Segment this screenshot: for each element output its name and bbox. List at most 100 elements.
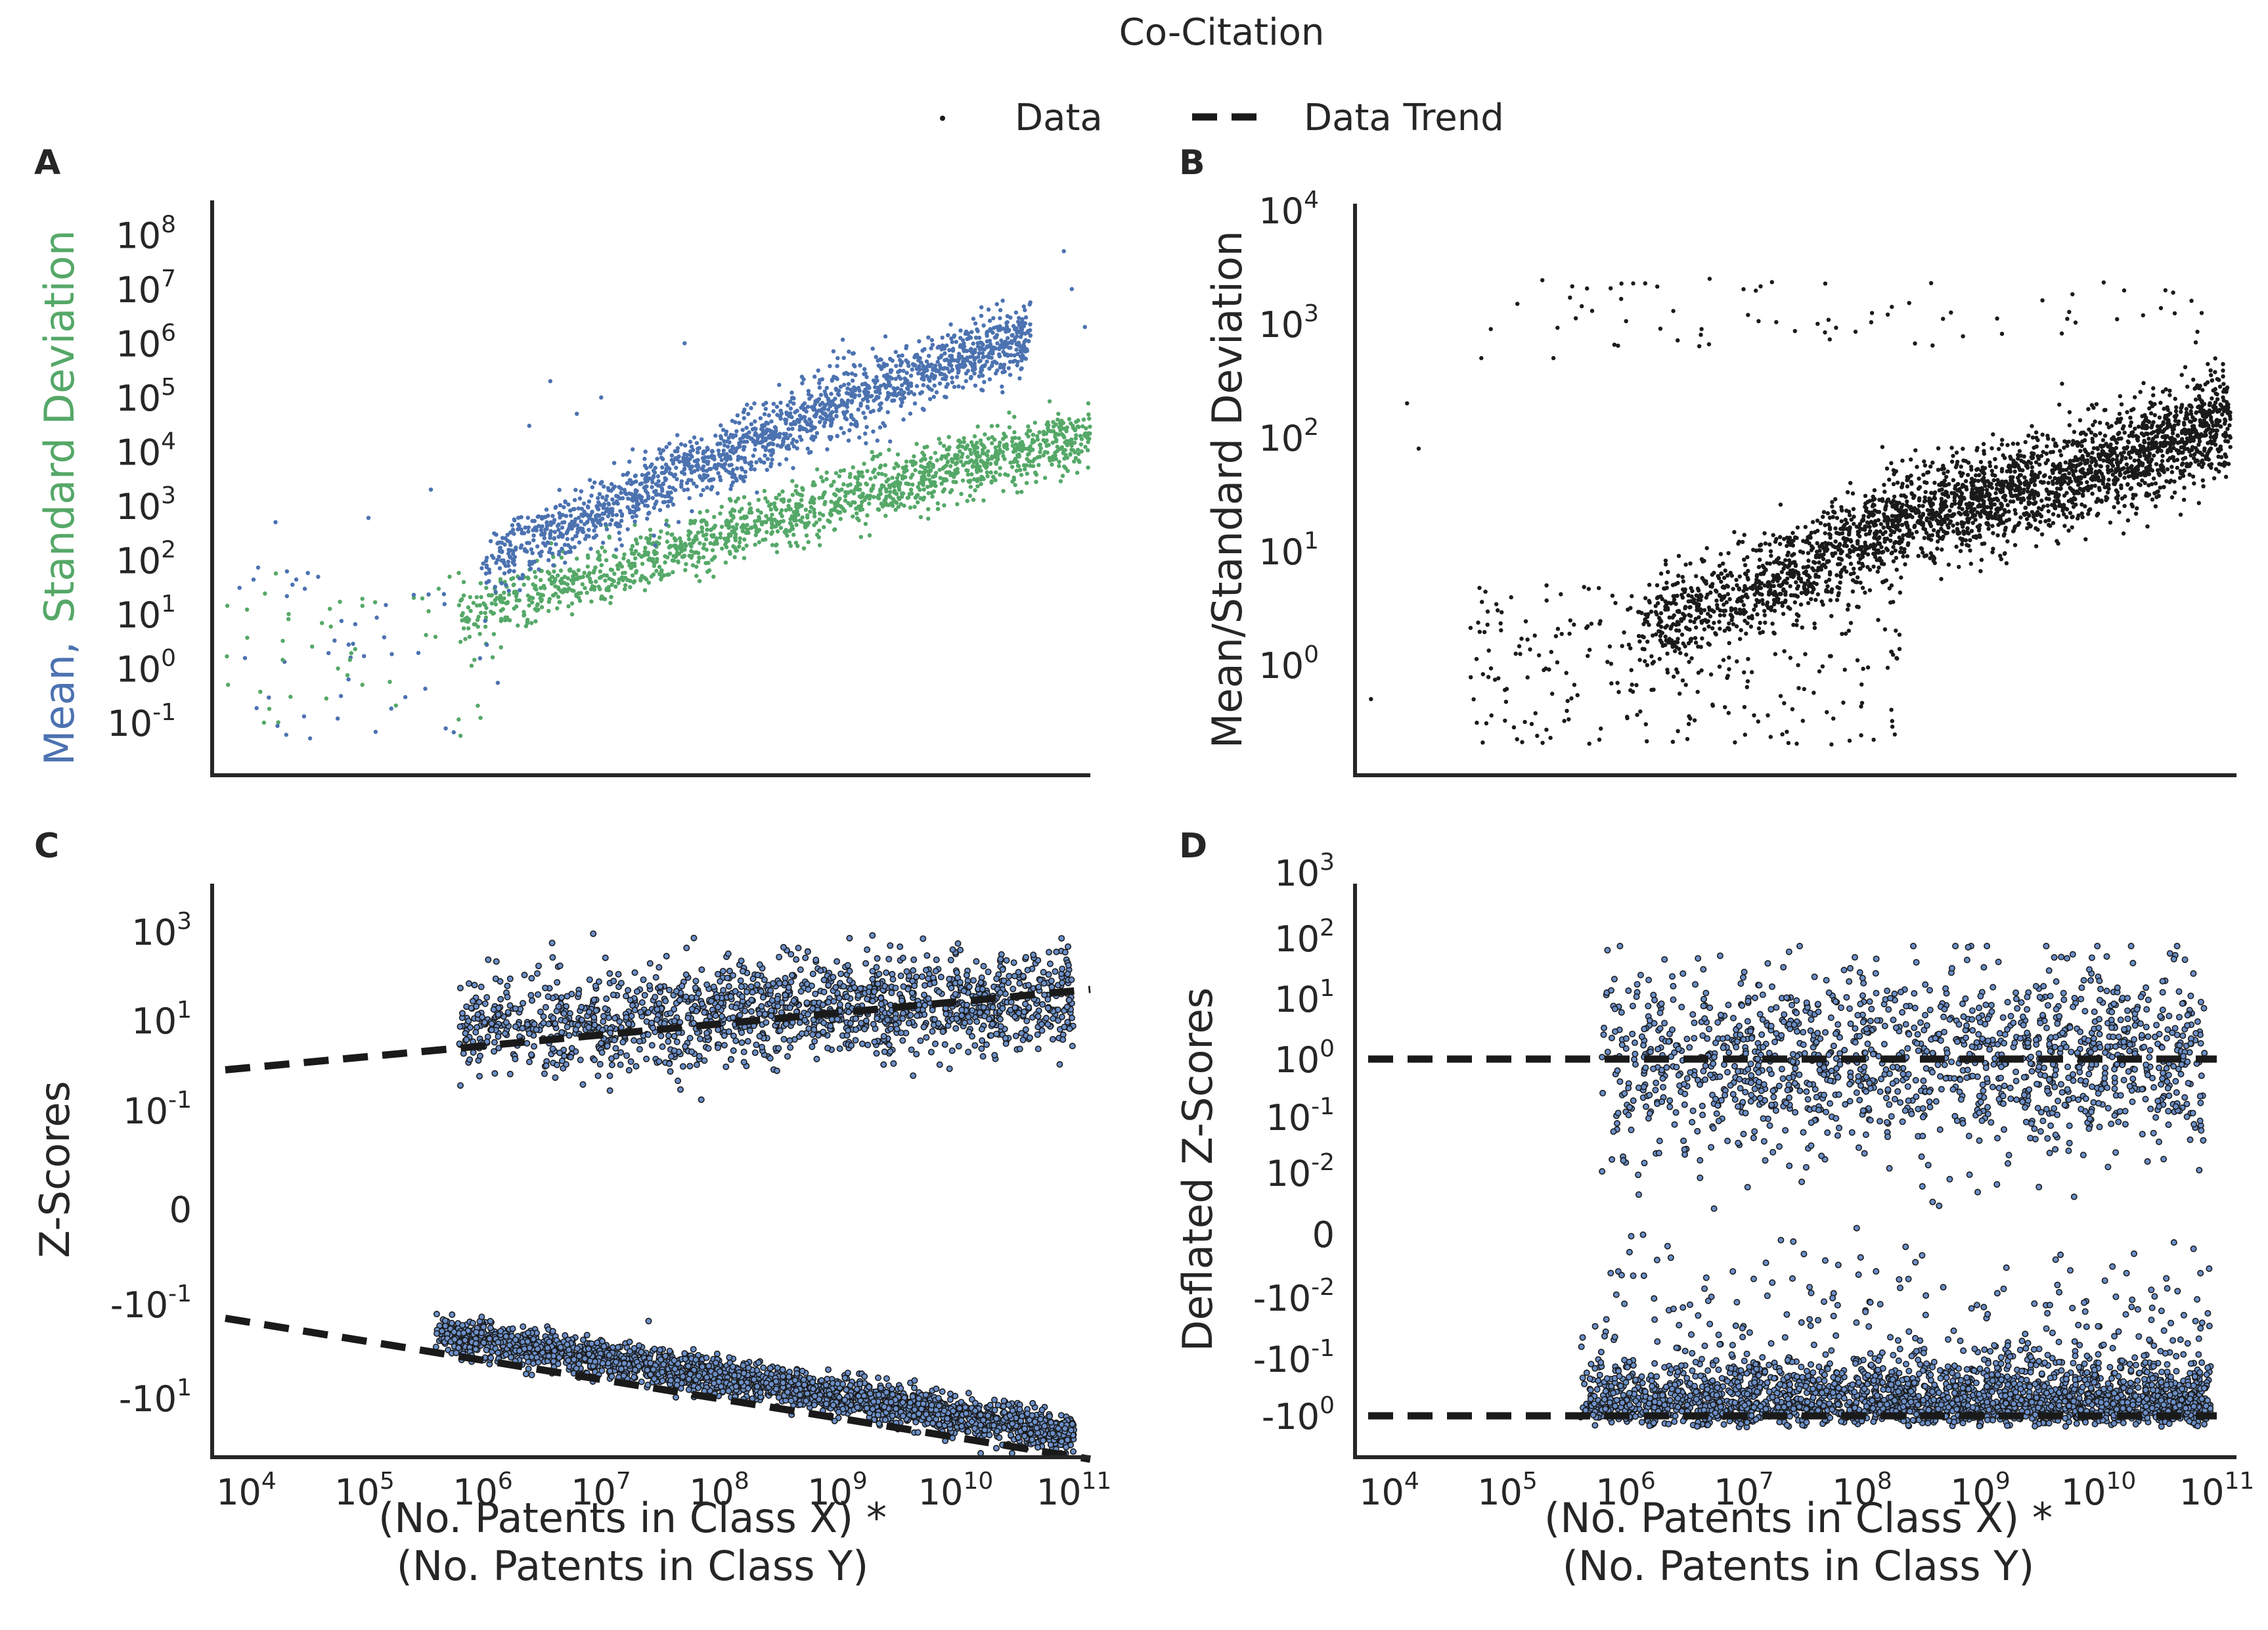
- ratio-point: [1823, 531, 1827, 535]
- mean-point: [1019, 327, 1024, 332]
- std-point: [665, 539, 669, 544]
- std-point: [788, 520, 793, 526]
- std-point: [829, 484, 834, 488]
- mean-point: [694, 484, 699, 489]
- ratio-point: [1930, 533, 1934, 537]
- mean-point: [1028, 300, 1033, 305]
- mean-point: [619, 491, 623, 495]
- std-outlier-point: [288, 694, 293, 699]
- std-point: [478, 603, 482, 608]
- panel-a-y-tick-base: 10: [116, 378, 161, 419]
- std-point: [1019, 472, 1024, 478]
- std-point: [1037, 455, 1042, 459]
- low-tail-point: [324, 696, 328, 701]
- std-point: [547, 597, 552, 601]
- mean-point: [530, 518, 535, 524]
- mean-point: [695, 450, 700, 455]
- mean-point: [820, 377, 825, 382]
- mean-point: [596, 507, 601, 512]
- mean-point: [673, 487, 678, 493]
- ratio-point: [2184, 407, 2189, 411]
- mean-point: [780, 441, 786, 446]
- ratio-point: [1754, 573, 1760, 577]
- mean-point: [558, 503, 563, 508]
- mean-point: [851, 351, 856, 355]
- low-tail-point: [441, 592, 447, 597]
- std-point: [550, 593, 556, 598]
- mean-point: [1000, 384, 1004, 389]
- mean-point: [597, 491, 602, 497]
- std-point: [1056, 432, 1061, 437]
- ratio-point: [2030, 465, 2035, 470]
- std-point: [742, 537, 747, 542]
- std-point: [926, 464, 931, 469]
- std-point: [890, 476, 895, 480]
- std-point: [738, 536, 742, 541]
- std-point: [680, 555, 685, 559]
- low-tail-point: [339, 619, 344, 623]
- ratio-point: [1693, 636, 1698, 641]
- ratio-point: [1852, 514, 1856, 519]
- mean-point: [912, 401, 918, 406]
- std-point: [878, 465, 882, 470]
- std-point: [799, 503, 804, 508]
- std-point: [617, 577, 621, 582]
- std-point: [1074, 419, 1078, 424]
- std-point: [1028, 428, 1033, 433]
- low-tail-point: [267, 695, 271, 700]
- mean-point: [786, 426, 791, 432]
- std-outlier-point: [261, 720, 267, 725]
- mean-point: [635, 503, 640, 508]
- mean-point: [995, 341, 1000, 346]
- mean-point: [617, 537, 622, 542]
- mean-point: [824, 414, 830, 419]
- mean-point: [627, 459, 632, 464]
- mean-point: [970, 368, 975, 373]
- std-point: [769, 525, 774, 530]
- mean-point: [753, 447, 757, 452]
- std-point: [596, 549, 600, 555]
- mean-point: [674, 465, 678, 470]
- std-point: [1071, 423, 1075, 428]
- std-point: [774, 550, 780, 555]
- std-point: [887, 483, 892, 488]
- ratio-point: [1637, 658, 1642, 662]
- mean-point: [764, 401, 768, 405]
- std-point: [744, 514, 749, 519]
- std-point: [912, 454, 916, 459]
- mean-point: [956, 359, 960, 364]
- std-point: [456, 570, 461, 576]
- mean-point: [968, 376, 973, 380]
- std-point: [1013, 483, 1017, 487]
- std-point: [582, 570, 587, 576]
- ratio-point: [2024, 510, 2029, 516]
- ratio-point: [1643, 659, 1647, 664]
- ratio-point: [1882, 482, 1886, 487]
- mean-point: [753, 426, 758, 431]
- mean-point: [900, 392, 905, 397]
- low-tail-point: [280, 658, 285, 662]
- mean-point: [891, 386, 896, 391]
- std-point: [808, 509, 812, 514]
- mean-point: [922, 407, 926, 412]
- std-point: [899, 502, 903, 507]
- mean-point: [737, 420, 742, 425]
- mean-point: [587, 499, 592, 504]
- ratio-point: [1863, 590, 1867, 595]
- std-point: [631, 580, 636, 585]
- mean-point: [705, 461, 710, 466]
- mean-point: [653, 502, 657, 507]
- std-point: [768, 507, 774, 512]
- mean-point: [506, 589, 511, 593]
- mean-point: [943, 376, 948, 382]
- mean-point: [516, 515, 521, 520]
- std-point: [856, 470, 861, 474]
- ratio-point: [1689, 599, 1693, 604]
- ratio-point: [1990, 446, 1994, 451]
- ratio-point: [1978, 569, 1983, 574]
- low-tail-point: [384, 602, 388, 608]
- mean-point: [683, 443, 688, 448]
- mean-point: [927, 378, 932, 383]
- std-point: [734, 548, 738, 553]
- std-point: [832, 527, 837, 532]
